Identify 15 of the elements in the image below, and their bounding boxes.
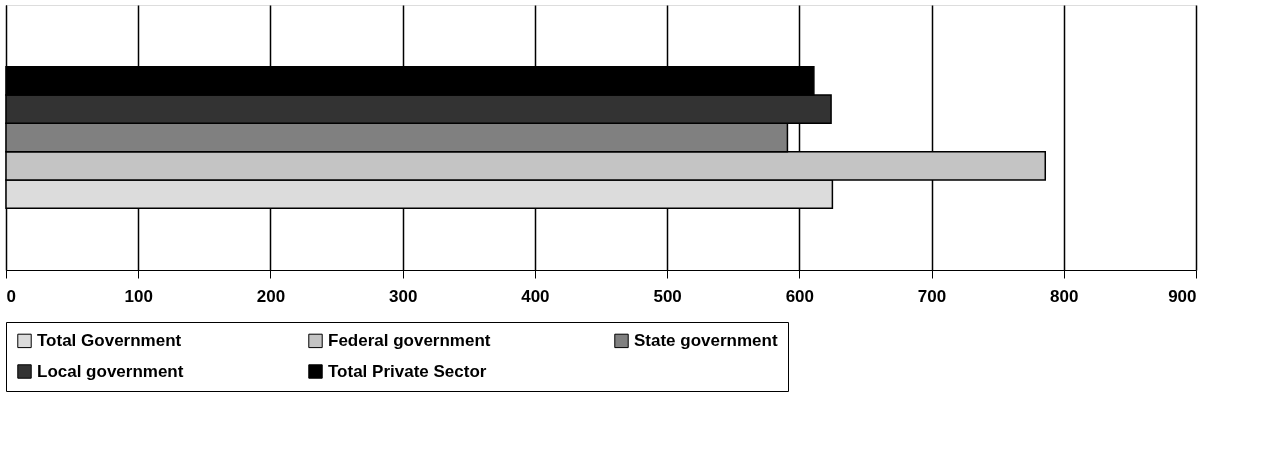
x-tick-label: 0 [6,286,16,306]
legend-label: Total Government [37,330,182,350]
legend-label: Local government [37,361,184,381]
x-tick-label: 600 [785,286,815,306]
x-tick-label: 200 [256,286,286,306]
x-tick-label: 700 [917,286,947,306]
x-tick-label: 400 [521,286,550,306]
x-tick-label: 500 [653,286,682,306]
x-tick-label: 100 [124,286,153,306]
x-tick-label: 800 [1050,286,1079,306]
legend-label: State government [634,330,778,350]
legend-label: Total Private Sector [328,361,487,381]
x-tick-label: 900 [1168,286,1197,306]
legend-label: Federal government [328,330,491,350]
x-tick-label: 300 [388,286,418,306]
